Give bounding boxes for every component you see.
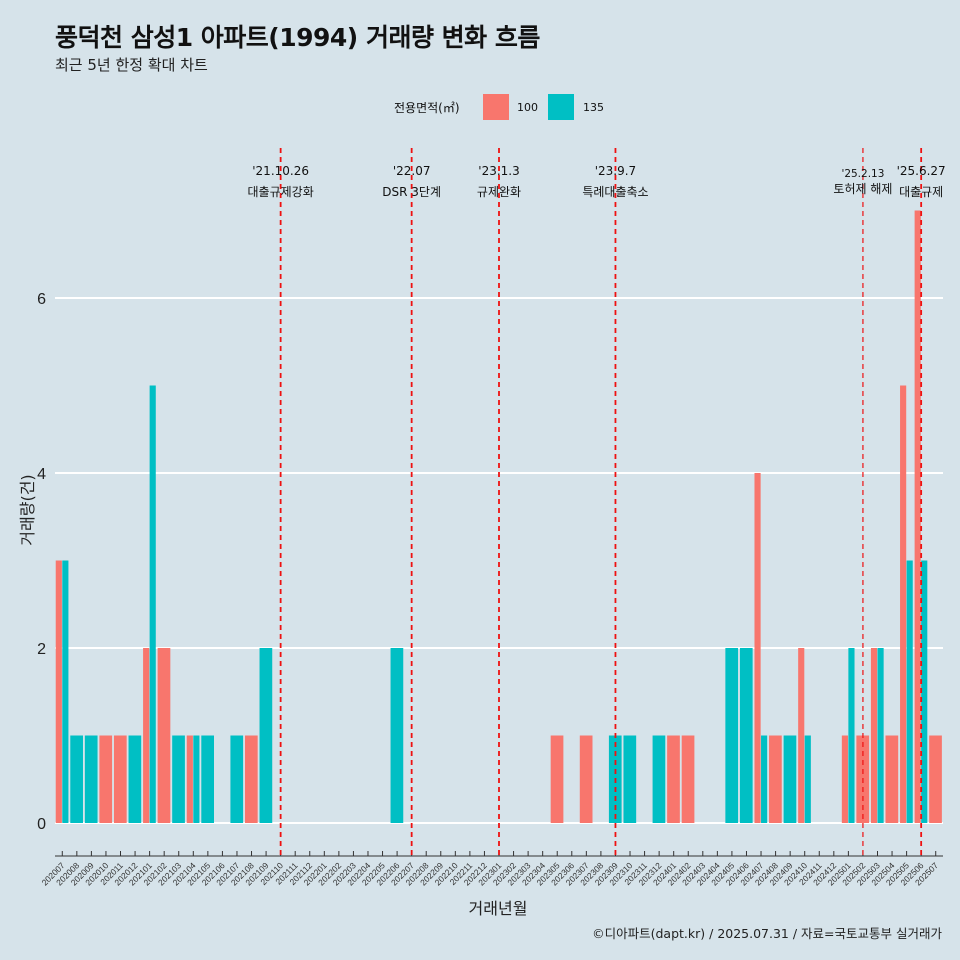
bar-100-202104 — [186, 735, 193, 823]
bar-100-202501 — [841, 735, 848, 823]
bar-100-202307 — [579, 735, 593, 823]
event-label-202309: 특례대출축소 — [582, 185, 648, 199]
legend-key-135 — [548, 94, 574, 120]
bar-135-202103 — [172, 735, 185, 823]
chart-title: 풍덕천 삼성1 아파트(1994) 거래량 변화 흐름 — [55, 23, 540, 52]
legend-label-135: 135 — [583, 101, 604, 114]
y-tick-label-0: 0 — [37, 816, 46, 833]
bar-135-202109 — [259, 648, 273, 823]
event-date-202207: '22.07 — [393, 164, 431, 178]
bar-100-202503 — [870, 648, 878, 823]
bar-135-202101 — [149, 385, 156, 823]
bar-135-202506 — [921, 560, 928, 823]
bar-100-202401 — [667, 735, 680, 823]
y-tick-label-4: 4 — [37, 466, 46, 483]
chart-caption: ©디아파트(dapt.kr) / 2025.07.31 / 자료=국토교통부 실… — [592, 926, 942, 941]
bar-135-202105 — [201, 735, 215, 823]
bar-100-202007 — [55, 560, 62, 823]
bar-100-202410 — [798, 648, 805, 823]
event-date-202502: '25.2.13 — [841, 168, 884, 180]
bar-135-202310 — [623, 735, 637, 823]
bar-100-202506 — [914, 210, 921, 823]
bar-135-202007 — [62, 560, 69, 823]
bar-135-202505 — [906, 560, 913, 823]
event-date-202110: '21.10.26 — [252, 164, 309, 178]
bar-100-202305 — [550, 735, 564, 823]
bar-135-202405 — [725, 648, 739, 823]
bar-100-202010 — [99, 735, 113, 823]
event-label-202506: 대출규제 — [899, 185, 943, 199]
bar-135-202501 — [848, 648, 855, 823]
bar-100-202102 — [157, 648, 171, 823]
bar-100-202505 — [900, 385, 907, 823]
event-date-202309: '23.9.7 — [595, 164, 636, 178]
event-label-202301: 규제완화 — [477, 185, 521, 199]
y-tick-label-2: 2 — [37, 641, 46, 658]
bar-100-202101 — [143, 648, 150, 823]
bar-135-202104 — [193, 735, 200, 823]
event-label-202207: DSR 3단계 — [382, 185, 441, 199]
bar-100-202402 — [681, 735, 695, 823]
bar-135-202409 — [783, 735, 797, 823]
bar-100-202507 — [929, 735, 942, 823]
x-axis-title: 거래년월 — [469, 899, 528, 918]
bar-135-202206 — [390, 648, 404, 823]
legend-label-100: 100 — [517, 101, 538, 114]
y-axis-title: 거래량(건) — [18, 474, 37, 545]
bar-135-202503 — [877, 648, 884, 823]
bar-100-202504 — [885, 735, 899, 823]
bar-135-202312 — [652, 735, 666, 823]
bar-135-202009 — [84, 735, 98, 823]
legend-key-100 — [483, 94, 509, 120]
bar-135-202008 — [70, 735, 83, 823]
legend: 전용면적(㎡) 100 135 — [0, 94, 960, 120]
event-date-202301: '23.1.3 — [478, 164, 519, 178]
chart-subtitle: 최근 5년 한정 확대 차트 — [55, 56, 208, 74]
bar-135-202107 — [230, 735, 244, 823]
bar-100-202011 — [113, 735, 127, 823]
legend-title: 전용면적(㎡) — [394, 101, 460, 115]
bar-100-202408 — [769, 735, 782, 823]
event-date-202506: '25.6.27 — [897, 164, 946, 178]
bar-135-202407 — [761, 735, 768, 823]
bar-135-202012 — [128, 735, 142, 823]
event-label-202502: 토허제 해제 — [833, 182, 892, 196]
bar-100-202407 — [754, 473, 761, 823]
event-label-202110: 대출규제강화 — [248, 185, 314, 199]
bar-100-202108 — [244, 735, 258, 823]
bar-135-202410 — [804, 735, 811, 823]
bar-135-202406 — [739, 648, 753, 823]
y-tick-label-6: 6 — [37, 291, 46, 308]
